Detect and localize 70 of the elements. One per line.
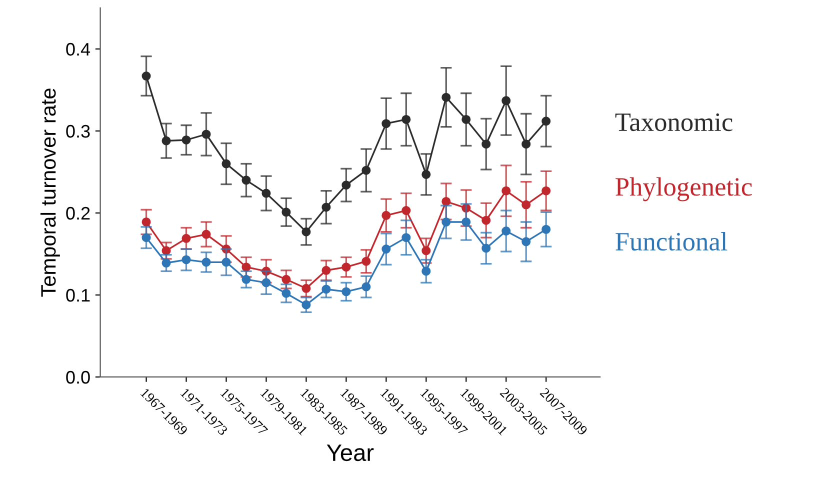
point xyxy=(142,217,151,227)
point xyxy=(522,237,531,246)
point xyxy=(502,226,511,236)
point xyxy=(442,217,451,227)
point xyxy=(262,188,271,198)
point xyxy=(502,186,511,196)
point xyxy=(262,278,271,288)
y-tick-label: 0.0 xyxy=(66,370,90,384)
point xyxy=(342,180,351,190)
point xyxy=(382,210,391,220)
point xyxy=(142,233,151,242)
point xyxy=(362,256,371,266)
point xyxy=(182,234,191,243)
point xyxy=(342,262,351,272)
point xyxy=(402,114,411,124)
x-axis-title: Year xyxy=(326,444,374,462)
point xyxy=(322,284,331,294)
point xyxy=(302,227,311,236)
point xyxy=(442,196,451,206)
point xyxy=(422,266,431,276)
point xyxy=(322,202,331,212)
text: Phylogenetic xyxy=(616,177,752,202)
y-tick-label: 0.1 xyxy=(66,288,90,302)
point xyxy=(282,288,291,298)
point xyxy=(322,266,331,275)
point xyxy=(202,230,211,239)
point xyxy=(422,246,431,256)
point xyxy=(202,130,211,139)
point xyxy=(242,262,251,272)
point xyxy=(302,284,311,293)
point xyxy=(522,200,531,210)
point xyxy=(162,136,171,146)
point xyxy=(222,159,231,168)
point xyxy=(222,258,231,267)
point xyxy=(302,300,311,310)
point xyxy=(402,206,411,216)
point xyxy=(202,258,211,267)
point xyxy=(482,140,491,149)
point xyxy=(282,208,291,217)
y-tick-label: 0.2 xyxy=(66,206,90,220)
point xyxy=(142,72,151,81)
point xyxy=(242,274,251,284)
point xyxy=(442,92,451,102)
y-tick-label: 0.3 xyxy=(66,124,90,138)
point xyxy=(542,224,551,234)
point xyxy=(362,282,371,292)
point xyxy=(422,170,431,179)
point xyxy=(342,287,351,296)
point xyxy=(462,217,471,227)
point xyxy=(482,216,491,225)
point xyxy=(462,114,471,124)
point xyxy=(282,274,291,284)
text: Functional xyxy=(616,232,728,251)
point xyxy=(182,135,191,145)
point xyxy=(402,233,411,242)
point xyxy=(382,119,391,128)
point xyxy=(162,246,171,256)
text: Taxonomic xyxy=(615,113,732,132)
point xyxy=(382,244,391,254)
point xyxy=(522,140,531,149)
y-tick-label: 0.4 xyxy=(66,42,90,56)
point xyxy=(542,116,551,126)
point xyxy=(482,244,491,253)
point xyxy=(502,96,511,106)
point xyxy=(182,255,191,264)
y-axis-title: Temporal turnover rate xyxy=(40,88,60,297)
point xyxy=(542,186,551,196)
point xyxy=(162,258,171,268)
point xyxy=(242,176,251,185)
point xyxy=(362,166,371,175)
